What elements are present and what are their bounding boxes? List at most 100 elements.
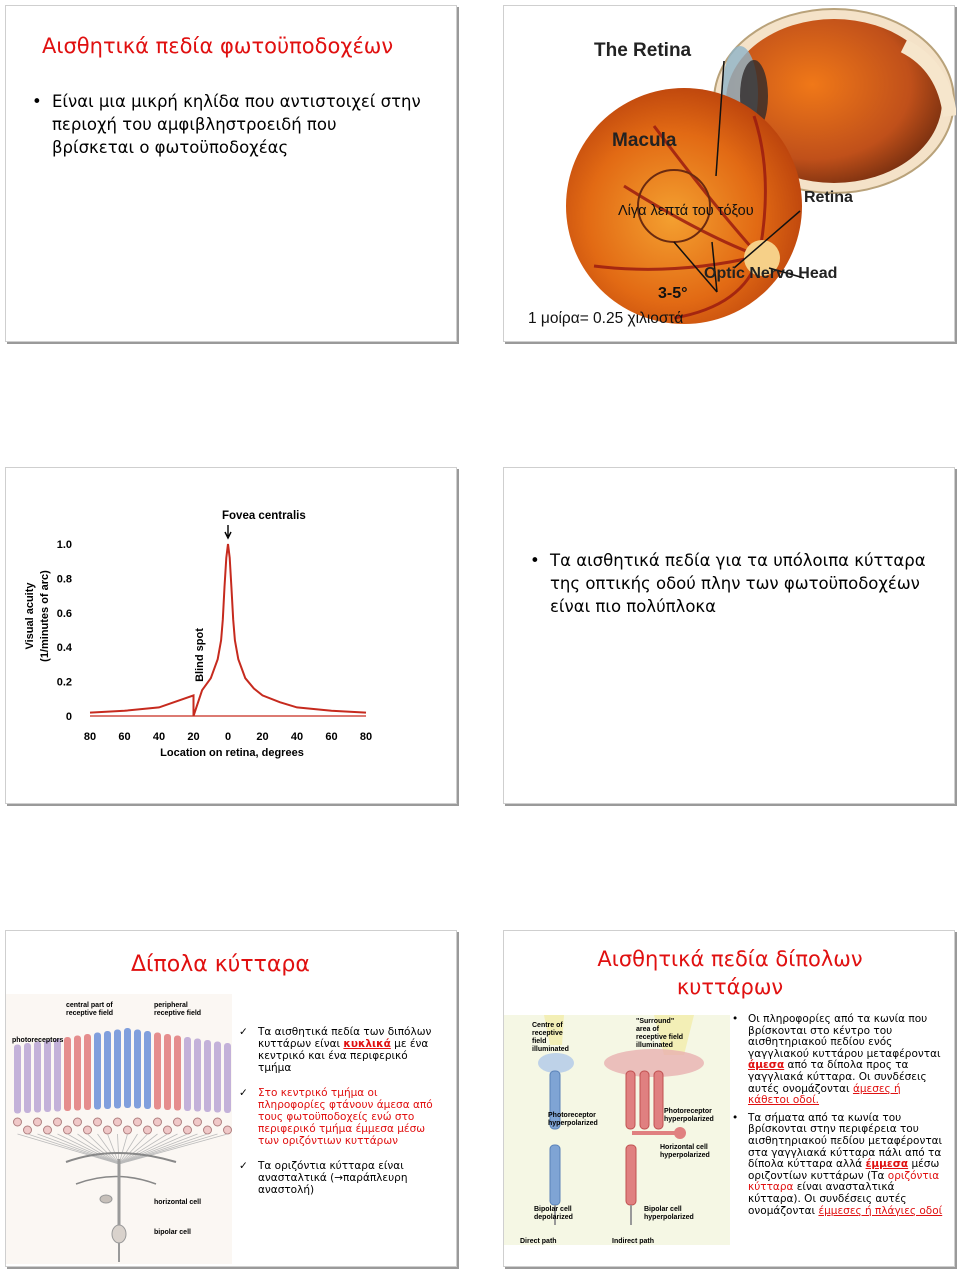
photoreceptor-cell (114, 1029, 121, 1109)
cell-connection (118, 1133, 178, 1165)
bullet-dot: • (530, 551, 540, 570)
cell-connection (17, 1133, 120, 1165)
photoreceptor-cell (124, 1028, 131, 1108)
photoreceptor-cell (84, 1034, 91, 1110)
x-tick-label: 60 (325, 731, 337, 743)
cell-connection (118, 1133, 208, 1165)
slide-acuity-chart: Fovea centralis Visual acuity (1/minutes… (5, 467, 457, 804)
cell-body (123, 1125, 132, 1135)
cell-body (173, 1117, 182, 1127)
label-photoreceptors: photoreceptors (12, 1037, 63, 1044)
cell-body (153, 1117, 162, 1127)
cell-body (13, 1117, 22, 1127)
label-retina: Retina (804, 189, 853, 206)
check-icon: ✓ (239, 1160, 248, 1172)
y-tick-label: 0.8 (57, 573, 72, 585)
photoreceptor-cell (174, 1035, 181, 1111)
y-tick-label: 0.4 (57, 642, 73, 654)
label-bipolar-cell: bipolar cell (154, 1229, 191, 1236)
label-indirect-path: Indirect path (612, 1238, 654, 1245)
cell-body (53, 1117, 62, 1127)
photoreceptor-cell (34, 1041, 41, 1113)
photoreceptor-cell (74, 1035, 81, 1111)
x-tick-label: 40 (291, 731, 303, 743)
slide-complex-fields: • Τα αισθητικά πεδία για τα υπόλοιπα κύτ… (503, 467, 955, 804)
cell-connection (27, 1133, 120, 1165)
photoreceptor-cell (14, 1044, 21, 1114)
label-bipolar-depolarized: Bipolar cell depolarized (534, 1206, 573, 1221)
cell-body (83, 1125, 92, 1135)
label-centre-illuminated: Centre of receptive field illuminated (532, 1022, 569, 1053)
photoreceptor-cell (204, 1040, 211, 1112)
photoreceptor-cell (94, 1032, 101, 1110)
cell-connection (37, 1133, 120, 1165)
slide-title: Δίπολα κύτταρα (131, 952, 310, 977)
x-tick-label: 20 (187, 731, 199, 743)
highlight-circular: κυκλικά (343, 1038, 391, 1050)
cell-body (223, 1125, 232, 1135)
photoreceptor-cell (194, 1038, 201, 1112)
photoreceptor-cell (44, 1040, 51, 1112)
cell-connection (118, 1133, 198, 1165)
acuity-curve (89, 543, 367, 717)
title-arrow (224, 525, 232, 540)
cell-connection (87, 1133, 120, 1165)
cell-body (93, 1117, 102, 1127)
cell-body (43, 1125, 52, 1135)
visual-acuity-chart: Fovea centralis Visual acuity (1/minutes… (24, 510, 372, 759)
x-tick-label: 20 (256, 731, 268, 743)
cell-body (193, 1117, 202, 1127)
label-the-retina: The Retina (594, 40, 692, 61)
label-direct-path: Direct path (520, 1238, 557, 1245)
check-icon: ✓ (239, 1087, 248, 1099)
list-item: ✓ Στο κεντρικό τμήμα οι πληροφορίες φτάν… (239, 1087, 433, 1147)
x-axis-label: Location on retina, degrees (160, 747, 304, 759)
cell-connection (97, 1133, 120, 1165)
photoreceptor-cell (54, 1038, 61, 1112)
cell-body (103, 1125, 112, 1135)
list-item-direct: • Οι πληροφορίες από τα κωνία που βρίσκο… (732, 1013, 941, 1107)
label-bipolar-hyperpolarized: Bipolar cell hyperpolarized (644, 1206, 694, 1221)
cell-connection (47, 1133, 120, 1165)
bullet-item: • Είναι μια μικρή κηλίδα που αντιστοιχεί… (32, 90, 422, 159)
photoreceptor-cell (184, 1037, 191, 1111)
cell-connection (118, 1133, 138, 1165)
y-tick-label: 0.6 (57, 608, 72, 620)
y-tick-label: 1.0 (57, 539, 72, 551)
bullet-dot: • (732, 1013, 739, 1025)
x-tick-label: 0 (225, 731, 231, 743)
label-peripheral-field: peripheral receptive field (154, 1002, 201, 1017)
cell-connection (118, 1133, 188, 1165)
y-tick-label: 0 (66, 711, 72, 723)
y-tick-label: 0.2 (57, 677, 72, 689)
photoreceptor-cell (154, 1032, 161, 1110)
retina-illustration: The Retina Macula Λίγα λεπτά του τόξου R… (528, 8, 957, 327)
list-item-indirect: • Τα σήματα από τα κωνία του βρίσκονται … (732, 1111, 943, 1217)
label-surround-illuminated: "Surround" area of receptive field illumina… (636, 1018, 683, 1049)
bipolar-receptive-field-illustration: central part of receptive field periphera… (6, 994, 232, 1264)
blind-spot-label: Blind spot (194, 628, 206, 682)
label-central-field: central part of receptive field (66, 1002, 113, 1017)
cell-connection (67, 1133, 120, 1165)
cell-body (23, 1125, 32, 1135)
check-icon: ✓ (239, 1026, 248, 1038)
bipolar-path-illustration: Centre of receptive field illuminated "Surr… (504, 1015, 730, 1245)
cell-body (33, 1117, 42, 1127)
bullet-dot: • (32, 92, 42, 111)
x-tick-label: 80 (84, 731, 96, 743)
photoreceptor-cell (164, 1034, 171, 1110)
y-axis-label-line2: (1/minutes of arc) (39, 570, 51, 662)
photoreceptor-cell (224, 1043, 231, 1113)
cell-connection (118, 1133, 158, 1165)
cell-body (163, 1125, 172, 1135)
cell-body (113, 1117, 122, 1127)
slide-bipolar-fields: Αισθητικά πεδία δίπολων κυττάρων Centre … (503, 930, 955, 1267)
label-photoreceptor-right: Photoreceptor hyperpolarized (664, 1108, 714, 1123)
cell-connection (118, 1133, 228, 1165)
cell-connection (118, 1133, 168, 1165)
list-item: ✓ Τα οριζόντια κύτταρα είναι ανασταλτικά… (239, 1160, 408, 1196)
cell-body (203, 1125, 212, 1135)
slide-photoreceptor-fields: Αισθητικά πεδία φωτοϋποδοχέων • Είναι μι… (5, 5, 457, 342)
cell-body (213, 1117, 222, 1127)
label-horizontal-hyperpolarized: Horizontal cell hyperpolarized (660, 1144, 710, 1159)
